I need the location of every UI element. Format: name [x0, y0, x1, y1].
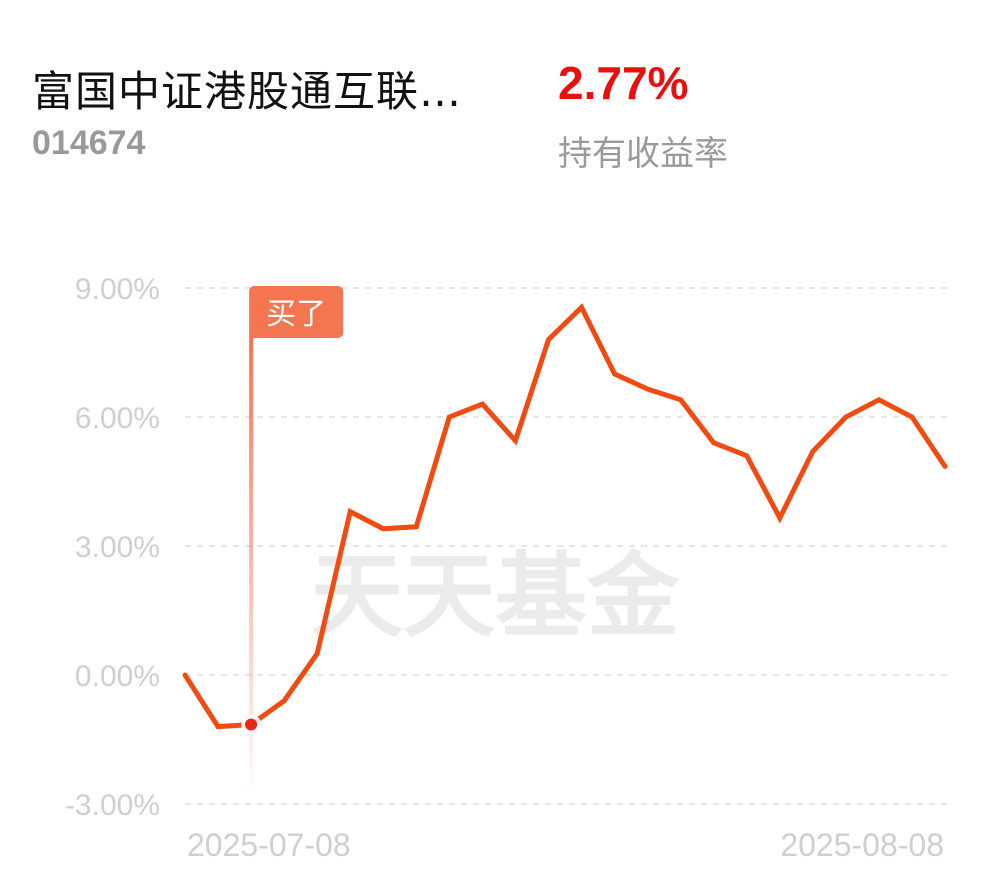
data-point — [579, 304, 585, 310]
y-tick-label: 3.00% — [75, 531, 160, 564]
data-point — [347, 509, 353, 515]
y-tick-label: -3.00% — [65, 789, 160, 822]
data-point — [843, 414, 849, 420]
data-point — [512, 438, 518, 444]
y-tick-label: 6.00% — [75, 402, 160, 435]
data-point — [744, 453, 750, 459]
x-tick-label: 2025-07-08 — [187, 827, 351, 863]
return-series-line — [182, 303, 948, 730]
buy-marker-badge — [249, 286, 344, 338]
buy-point — [245, 718, 258, 731]
data-point — [380, 526, 386, 532]
y-tick-label: 9.00% — [75, 273, 160, 306]
data-point — [612, 371, 618, 377]
data-point — [876, 397, 882, 403]
fund-code: 014674 — [32, 124, 146, 162]
holding-return-value: 2.77% — [558, 57, 689, 109]
data-point — [645, 386, 651, 392]
y-tick-label: 0.00% — [75, 660, 160, 693]
data-point — [215, 724, 221, 730]
buy-marker-label: 买了 — [266, 297, 326, 332]
data-point — [413, 524, 419, 530]
data-point — [942, 463, 948, 469]
data-point — [678, 397, 684, 403]
data-point — [479, 401, 485, 407]
watermark: 天天基金 — [311, 543, 680, 650]
data-point — [711, 440, 717, 446]
data-point — [810, 448, 816, 454]
data-point — [909, 414, 915, 420]
data-point — [777, 515, 783, 521]
x-tick-label: 2025-08-08 — [780, 827, 944, 863]
data-point — [545, 337, 551, 343]
buy-marker-line — [249, 334, 254, 798]
data-point — [446, 414, 452, 420]
data-point — [314, 651, 320, 657]
data-point — [281, 698, 287, 704]
data-point — [182, 672, 188, 678]
holding-return-label: 持有收益率 — [558, 134, 728, 174]
fund-name: 富国中证港股通互联… — [32, 67, 463, 116]
